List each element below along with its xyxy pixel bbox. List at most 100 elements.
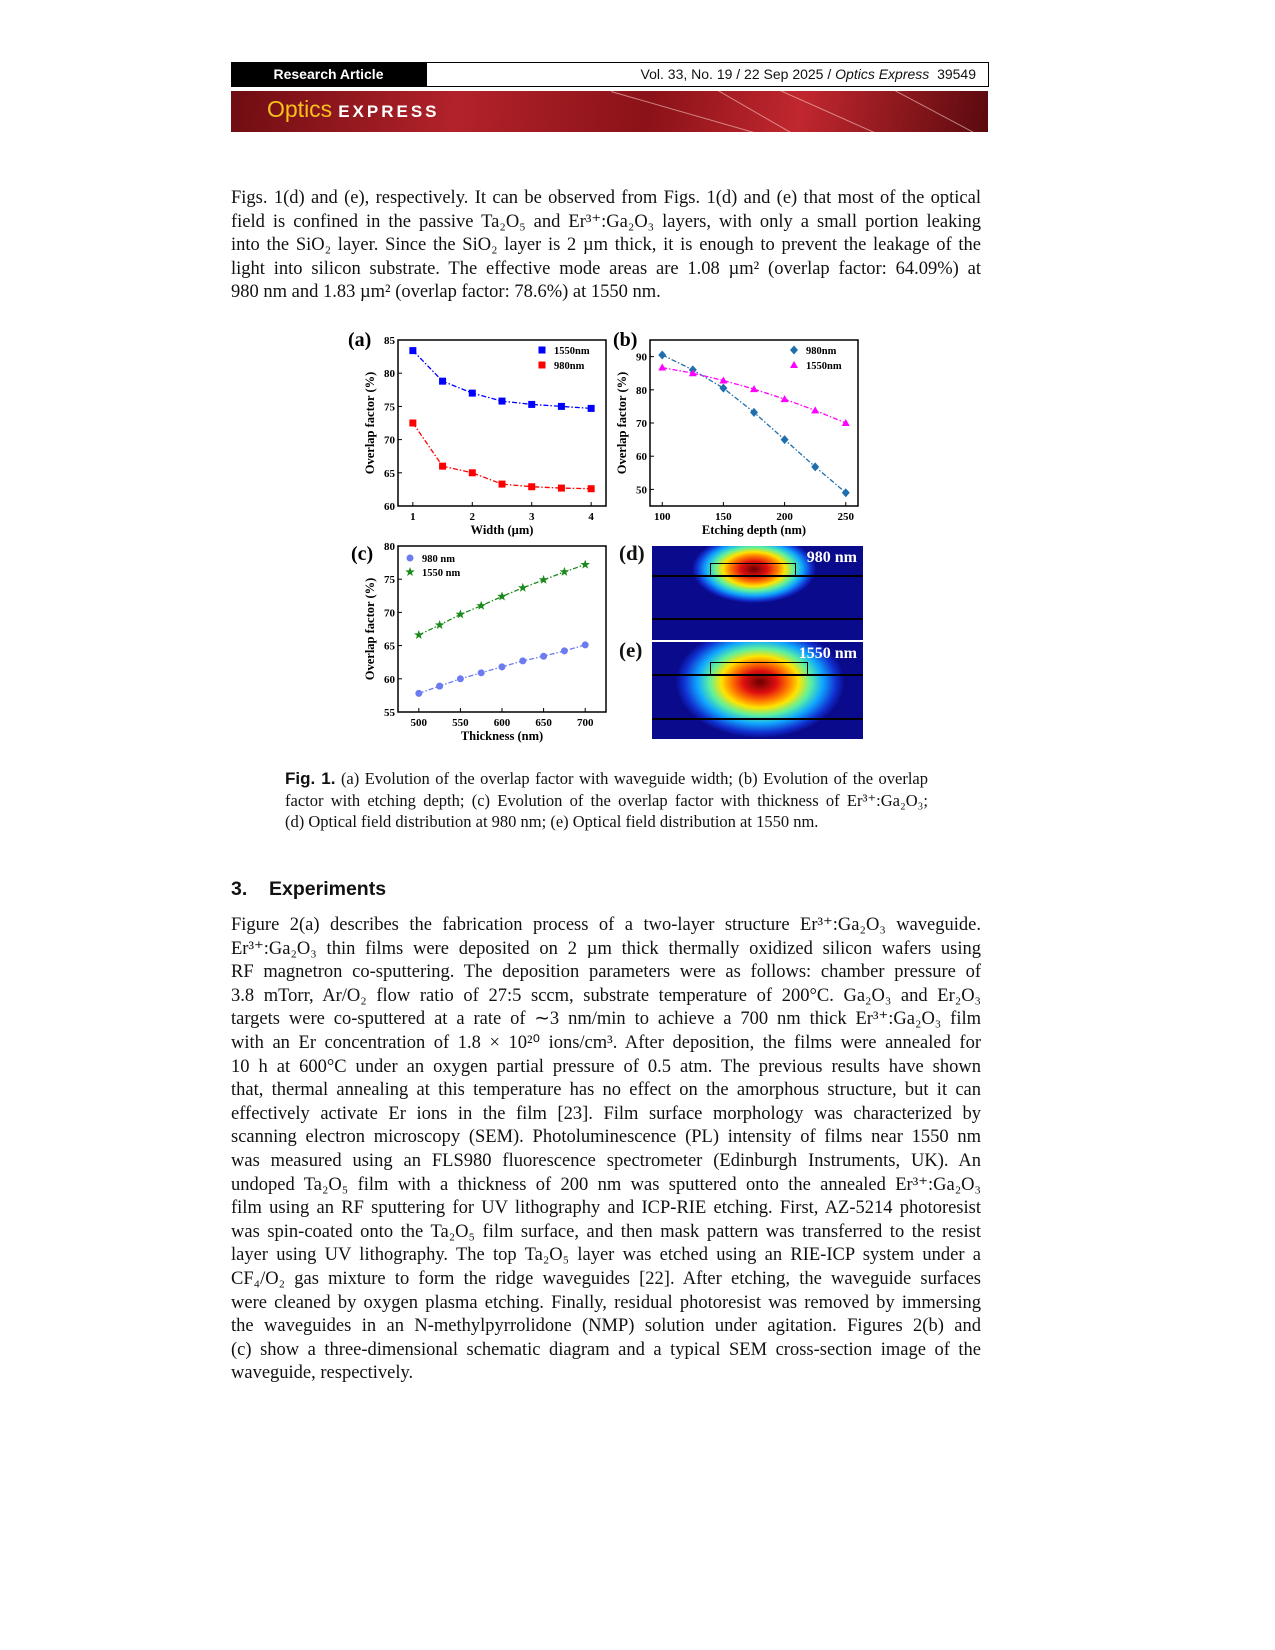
data-point xyxy=(538,574,549,584)
data-point xyxy=(518,582,528,592)
data-point xyxy=(581,641,589,649)
text-line: film using an RF sputtering for UV litho… xyxy=(231,1198,981,1219)
data-point xyxy=(750,385,758,393)
data-point xyxy=(415,689,423,697)
y-axis-label: Overlap factor (%) xyxy=(363,578,377,681)
legend-marker xyxy=(538,346,546,354)
panel-e-label: (e) xyxy=(619,638,643,662)
x-tick-label: 100 xyxy=(654,511,671,523)
y-axis-label: Overlap factor (%) xyxy=(615,372,629,475)
legend-marker xyxy=(790,345,798,355)
data-point xyxy=(498,397,506,405)
text-line: Figure 2(a) describes the fabrication pr… xyxy=(231,915,981,935)
data-point xyxy=(841,419,850,426)
data-point xyxy=(414,630,424,639)
text-line: the waveguides in an N-methylpyrrolidone… xyxy=(231,1316,981,1337)
text-line: RF magnetron co-sputtering. The depositi… xyxy=(231,962,981,983)
text-line: targets were co-sputtered at a rate of ∼… xyxy=(231,1009,981,1030)
data-point xyxy=(456,675,464,683)
x-tick-label: 650 xyxy=(535,717,552,729)
section-heading: 3. Experiments xyxy=(231,878,386,901)
legend-label: 980 nm xyxy=(422,554,455,565)
text-line: (c) show a three-dimensional schematic d… xyxy=(231,1339,981,1360)
intro-paragraph: Figs. 1(d) and (e), respectively. It can… xyxy=(231,187,981,305)
y-tick-label: 80 xyxy=(384,541,396,553)
data-point xyxy=(719,383,728,393)
data-point xyxy=(841,488,850,498)
data-point xyxy=(528,483,536,491)
panel-label: (b) xyxy=(613,329,637,351)
data-point xyxy=(560,647,568,655)
y-tick-label: 70 xyxy=(384,607,396,619)
text-line: scanning electron microscopy (SEM). Phot… xyxy=(231,1127,981,1148)
data-point xyxy=(559,566,570,576)
plot-frame xyxy=(397,339,607,507)
legend-marker xyxy=(538,361,546,369)
text-line: was spin-coated onto the Ta₂O₅ film surf… xyxy=(231,1221,981,1242)
citation-text: Vol. 33, No. 19 / 22 Sep 2025 / xyxy=(640,66,836,82)
y-tick-label: 60 xyxy=(384,674,396,686)
x-tick-label: 600 xyxy=(494,717,511,729)
section-paragraph: Figure 2(a) describes the fabrication pr… xyxy=(231,914,981,1386)
data-point xyxy=(811,462,820,472)
data-point xyxy=(540,652,548,660)
text-line: 980 nm and 1.83 µm² (overlap factor: 78.… xyxy=(231,282,661,303)
text-line: 10 h at 600°C under an oxygen partial pr… xyxy=(231,1056,981,1077)
text-line: effectively activate Er ions in the film… xyxy=(231,1103,981,1124)
x-tick-label: 700 xyxy=(577,717,594,729)
x-axis-label: Width (µm) xyxy=(471,523,534,537)
text-line: was measured using an FLS980 fluorescenc… xyxy=(231,1150,981,1171)
text-line: Er³⁺:Ga₂O₃ thin films were deposited on … xyxy=(231,938,981,959)
legend-marker xyxy=(790,361,798,368)
data-point xyxy=(497,591,507,601)
panel-label: (c) xyxy=(351,543,373,565)
data-point xyxy=(528,400,536,408)
data-point xyxy=(658,363,667,371)
data-point xyxy=(688,369,697,377)
text-line: Figs. 1(d) and (e), respectively. It can… xyxy=(231,188,981,208)
panel-d-label: (d) xyxy=(619,541,645,565)
text-line: undoped Ta₂O₅ film with a thickness of 2… xyxy=(231,1174,981,1195)
data-point xyxy=(587,404,595,412)
x-tick-label: 1 xyxy=(410,511,416,523)
data-point xyxy=(519,657,527,665)
y-axis-label: Overlap factor (%) xyxy=(363,372,377,475)
y-tick-label: 70 xyxy=(636,418,648,430)
data-point xyxy=(477,669,485,677)
panel-label: (a) xyxy=(348,329,371,351)
legend-marker xyxy=(405,567,415,576)
data-point xyxy=(455,609,466,619)
x-tick-label: 500 xyxy=(411,717,428,729)
x-tick-label: 4 xyxy=(588,511,594,523)
page-number: 39549 xyxy=(937,66,976,82)
text-line: CF₄/O₂ gas mixture to form the ridge wav… xyxy=(231,1268,981,1289)
field-distribution-980: 980 nm xyxy=(652,546,863,640)
data-point xyxy=(498,663,506,671)
text-line: were cleaned by oxygen plasma etching. F… xyxy=(231,1292,981,1313)
data-point xyxy=(658,350,667,360)
x-tick-label: 550 xyxy=(452,717,469,729)
text-line: field is confined in the passive Ta₂O₅ a… xyxy=(231,211,981,232)
figure-label: Fig. 1. xyxy=(285,769,336,788)
caption-line: factor with etching depth; (c) Evolution… xyxy=(285,790,928,810)
y-tick-label: 90 xyxy=(636,352,648,364)
data-point xyxy=(811,406,820,414)
y-tick-label: 50 xyxy=(636,484,648,496)
data-point xyxy=(476,600,486,610)
data-point xyxy=(409,347,417,355)
legend-marker xyxy=(406,554,414,562)
x-axis-label: Etching depth (nm) xyxy=(702,523,806,537)
data-point xyxy=(439,377,447,385)
y-tick-label: 55 xyxy=(384,707,396,719)
series-line-980nm xyxy=(412,422,592,490)
article-type-label: Research Article xyxy=(231,62,426,87)
legend-label: 980nm xyxy=(554,361,585,372)
text-line: 3.8 mTorr, Ar/O₂ flow ratio of 27:5 sccm… xyxy=(231,985,981,1006)
data-point xyxy=(409,419,417,427)
text-line: light into silicon substrate. The effect… xyxy=(231,258,981,279)
y-tick-label: 60 xyxy=(384,501,396,513)
text-line: that, thermal annealing at this temperat… xyxy=(231,1080,981,1101)
data-point xyxy=(780,395,789,403)
field-distribution-1550: 1550 nm xyxy=(652,642,863,739)
